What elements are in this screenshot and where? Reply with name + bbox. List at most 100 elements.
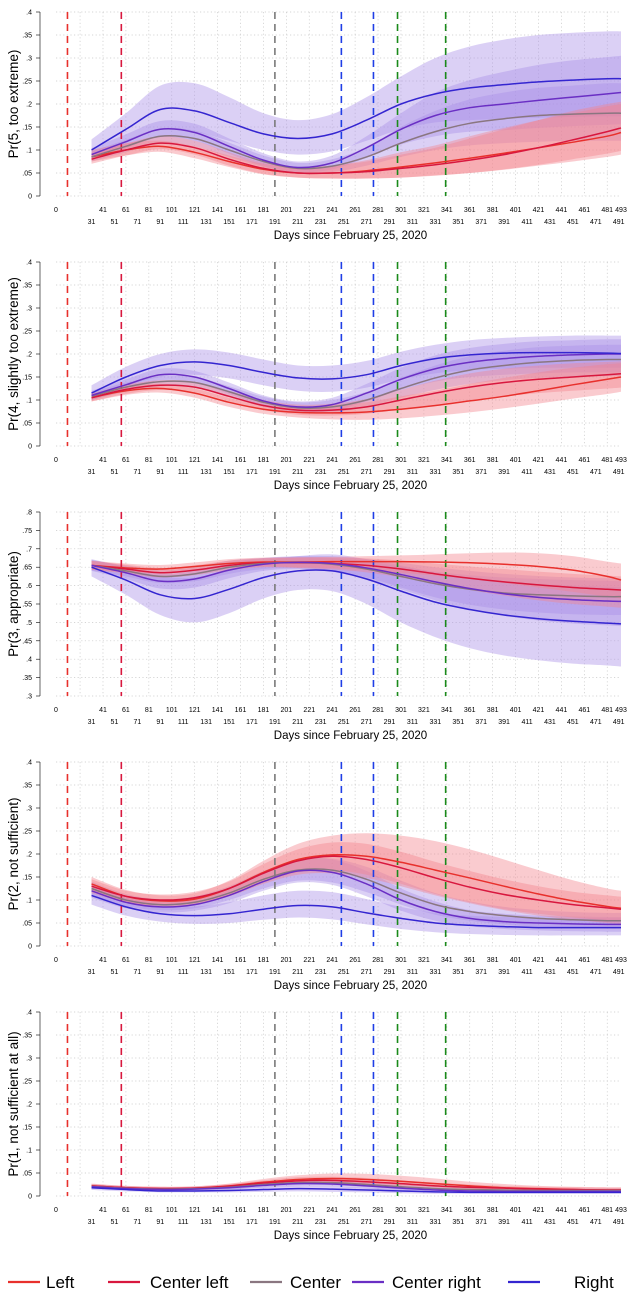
x-tick-label-bottom: 51 <box>111 469 119 476</box>
legend-label-center: Center <box>290 1273 341 1292</box>
x-tick-label-bottom: 51 <box>111 1219 119 1226</box>
series-line-center-right <box>91 353 622 408</box>
legend-label-left: Left <box>46 1273 75 1292</box>
x-tick-label-top: 221 <box>303 957 315 964</box>
x-tick-label-bottom: 131 <box>200 469 212 476</box>
series-line-center-right <box>91 1182 621 1193</box>
x-tick-label-top: 493 <box>615 957 627 964</box>
y-tick-label: .05 <box>22 1171 32 1178</box>
x-tick-label-top: 61 <box>122 957 130 964</box>
x-tick-label-top: 341 <box>441 207 453 214</box>
x-axis-title: Days since February 25, 2020 <box>274 1230 427 1242</box>
x-tick-label-bottom: 291 <box>384 469 396 476</box>
x-tick-label-top: 361 <box>464 1207 476 1214</box>
x-tick-label-top: 421 <box>533 457 545 464</box>
y-tick-label: .65 <box>22 565 32 572</box>
x-tick-label-bottom: 31 <box>88 1219 96 1226</box>
y-tick-label: .1 <box>26 898 32 905</box>
y-tick-label: .1 <box>26 398 32 405</box>
x-tick-label-bottom: 451 <box>567 219 579 226</box>
ci-band-left <box>91 833 621 924</box>
x-tick-label-bottom: 451 <box>567 1219 579 1226</box>
series-line-center-left <box>91 561 622 591</box>
x-tick-label-top: 181 <box>258 457 270 464</box>
x-tick-label-bottom: 331 <box>429 719 441 726</box>
ci-band-center-right <box>91 55 621 173</box>
series-line-center <box>91 868 622 922</box>
x-tick-label-top: 181 <box>258 1207 270 1214</box>
x-tick-label-bottom: 271 <box>361 219 373 226</box>
x-axis-title: Days since February 25, 2020 <box>274 730 427 742</box>
x-tick-label-top: 141 <box>212 707 224 714</box>
x-tick-label-bottom: 271 <box>361 719 373 726</box>
series-line-center-left <box>91 855 622 910</box>
x-tick-label-bottom: 271 <box>361 969 373 976</box>
x-tick-label-bottom: 111 <box>178 719 189 726</box>
x-tick-label-bottom: 291 <box>384 719 396 726</box>
x-tick-label-bottom: 431 <box>544 469 556 476</box>
x-tick-label-top: 401 <box>510 1207 522 1214</box>
x-tick-label-bottom: 31 <box>88 469 96 476</box>
y-tick-label: .6 <box>26 583 32 590</box>
ci-band-right <box>91 31 621 160</box>
series-line-center-right <box>91 561 622 603</box>
x-tick-label-top: 361 <box>464 707 476 714</box>
y-tick-label: .45 <box>22 638 32 645</box>
series-line-center-right <box>91 869 622 926</box>
y-tick-label: .15 <box>22 875 32 882</box>
x-axis-title: Days since February 25, 2020 <box>274 230 427 242</box>
x-tick-label-top: 361 <box>464 457 476 464</box>
y-tick-label: 0 <box>28 444 32 451</box>
x-tick-label-bottom: 491 <box>613 469 625 476</box>
y-tick-label: .05 <box>22 921 32 928</box>
x-tick-label-top: 121 <box>189 1207 201 1214</box>
x-tick-label-bottom: 51 <box>111 969 119 976</box>
x-tick-label-bottom: 91 <box>156 219 164 226</box>
y-tick-label: .8 <box>26 510 32 517</box>
x-tick-label-top: 481 <box>601 207 613 214</box>
ci-band-left <box>91 363 621 420</box>
x-tick-label-bottom: 151 <box>223 219 235 226</box>
y-tick-label: .25 <box>22 79 32 86</box>
x-tick-label-top: 341 <box>441 457 453 464</box>
x-tick-label-top: 121 <box>189 457 201 464</box>
x-tick-label-top: 61 <box>122 457 130 464</box>
x-tick-label-bottom: 251 <box>338 219 350 226</box>
x-tick-label-bottom: 471 <box>590 719 602 726</box>
ci-band-center <box>91 857 621 929</box>
x-tick-label-top: 381 <box>487 457 499 464</box>
y-tick-label: .35 <box>22 33 32 40</box>
x-tick-label-top: 421 <box>533 207 545 214</box>
x-tick-label-bottom: 91 <box>156 719 164 726</box>
x-tick-label-bottom: 331 <box>429 969 441 976</box>
x-tick-label-bottom: 51 <box>111 219 119 226</box>
legend-item-left: Left <box>8 1273 75 1292</box>
x-tick-label-bottom: 231 <box>315 719 327 726</box>
series-line-center-right <box>91 91 622 169</box>
chart-panel-1: 0 .05 .1 .15 .2 .25 .3 .35 .4 0 41 61 81 101 121 141 161… <box>6 10 627 243</box>
x-tick-label-bottom: 331 <box>429 469 441 476</box>
x-tick-label-bottom: 151 <box>223 719 235 726</box>
x-tick-label-top: 281 <box>372 1207 384 1214</box>
y-tick-label: .3 <box>26 1056 32 1063</box>
series-line-right <box>91 1186 621 1194</box>
series-line-right <box>91 351 622 394</box>
x-tick-label-bottom: 71 <box>133 969 141 976</box>
x-tick-label-top: 161 <box>235 707 247 714</box>
x-tick-label-bottom: 351 <box>452 719 464 726</box>
x-tick-label-top: 121 <box>189 207 201 214</box>
y-tick-label: .3 <box>26 56 32 63</box>
chart-panels: 0 .05 .1 .15 .2 .25 .3 .35 .4 0 41 61 81 101 121 141 161… <box>6 10 627 1243</box>
x-tick-label-bottom: 111 <box>178 469 189 476</box>
x-tick-label-top: 361 <box>464 957 476 964</box>
ci-band-center-left <box>91 557 621 608</box>
x-tick-label-top: 461 <box>578 457 590 464</box>
x-tick-label-bottom: 191 <box>269 969 281 976</box>
x-tick-label-bottom: 371 <box>475 1219 487 1226</box>
x-tick-label-bottom: 391 <box>498 469 510 476</box>
x-tick-label-top: 261 <box>349 707 361 714</box>
x-tick-label-top: 461 <box>578 707 590 714</box>
x-tick-label-top: 201 <box>281 957 293 964</box>
x-tick-label-top: 241 <box>326 457 338 464</box>
y-axis-title: Pr(3, appropriate) <box>6 551 21 657</box>
